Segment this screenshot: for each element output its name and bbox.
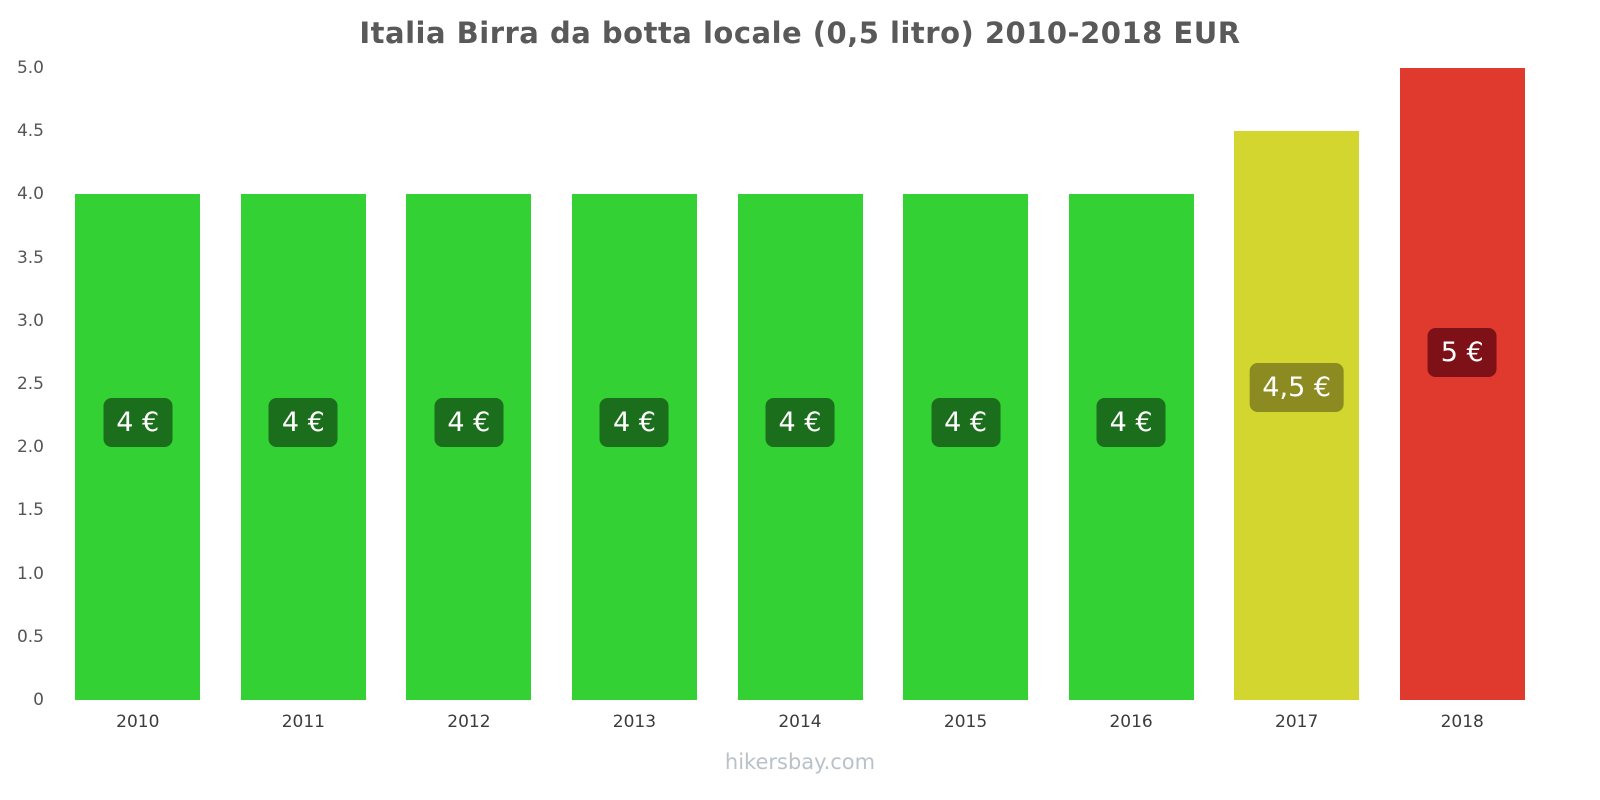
y-tick-label: 2.0 bbox=[16, 437, 44, 458]
bar-2018: 5 € bbox=[1399, 68, 1525, 700]
bar-2010: 4 € bbox=[75, 194, 201, 700]
y-tick-label: 0 bbox=[33, 690, 44, 710]
bar-value-label: 4 € bbox=[434, 397, 504, 447]
bar-value-label: 4,5 € bbox=[1249, 363, 1345, 413]
bar-2017: 4,5 € bbox=[1234, 131, 1360, 700]
bar-2014: 4 € bbox=[737, 194, 863, 700]
bar-value-label: 5 € bbox=[1427, 328, 1497, 378]
x-tick-label: 2011 bbox=[281, 712, 325, 732]
x-tick-label: 2012 bbox=[447, 712, 491, 732]
y-tick-label: 3.5 bbox=[16, 247, 44, 268]
bar-2012: 4 € bbox=[406, 194, 532, 700]
y-tick-label: 4.0 bbox=[16, 184, 44, 205]
x-tick-label: 2017 bbox=[1275, 712, 1319, 732]
bar-2013: 4 € bbox=[571, 194, 697, 700]
plot-area: 4 € 4 € 4 € 4 € 4 € 4 € 4 € 4,5 € 5 € bbox=[55, 68, 1545, 700]
bar-value-label: 4 € bbox=[268, 397, 338, 447]
y-tick-label: 2.5 bbox=[16, 374, 44, 394]
watermark: hikersbay.com bbox=[724, 750, 876, 774]
bar-value-label: 4 € bbox=[931, 397, 1001, 447]
y-tick-label: 1.0 bbox=[16, 563, 44, 584]
x-tick-label: 2016 bbox=[1109, 712, 1153, 732]
y-tick-label: 4.5 bbox=[16, 121, 44, 142]
bar-value-label: 4 € bbox=[765, 397, 835, 447]
y-tick-label: 3.0 bbox=[16, 310, 44, 331]
y-tick-label: 5.0 bbox=[16, 58, 44, 78]
bar-2015: 4 € bbox=[903, 194, 1029, 700]
bar-value-label: 4 € bbox=[599, 397, 669, 447]
bar-2016: 4 € bbox=[1068, 194, 1194, 700]
x-tick-label: 2014 bbox=[778, 712, 822, 732]
y-tick-label: 1.5 bbox=[16, 500, 44, 521]
x-tick-label: 2013 bbox=[612, 712, 657, 732]
chart-title: Italia Birra da botta locale (0,5 litro)… bbox=[359, 16, 1241, 50]
bar-2011: 4 € bbox=[240, 194, 366, 700]
y-tick-label: 0.5 bbox=[16, 626, 44, 647]
x-tick-label: 2015 bbox=[943, 712, 988, 732]
x-tick-label: 2010 bbox=[116, 712, 160, 732]
x-tick-label: 2018 bbox=[1440, 712, 1484, 732]
bar-value-label: 4 € bbox=[1096, 397, 1166, 447]
bar-value-label: 4 € bbox=[103, 397, 173, 447]
